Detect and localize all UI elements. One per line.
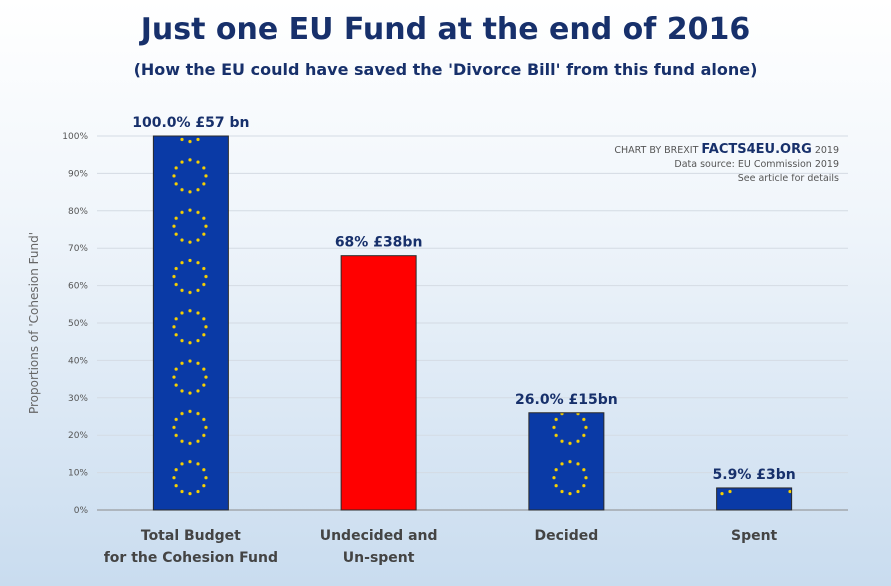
bar-data-label: 26.0% £15bn <box>515 392 618 408</box>
y-tick-label: 60% <box>68 282 88 292</box>
y-tick-label: 0% <box>74 506 89 516</box>
category-label: for the Cohesion Fund <box>104 550 278 566</box>
chart-title: Just one EU Fund at the end of 2016 <box>140 12 751 47</box>
bars <box>152 135 793 511</box>
bar-data-label: 100.0% £57 bn <box>132 115 249 131</box>
y-tick-label: 80% <box>68 207 88 217</box>
credit-year: 2019 <box>814 145 839 156</box>
y-tick-label: 40% <box>68 356 88 366</box>
bar <box>152 135 229 511</box>
bar <box>340 255 417 511</box>
chart-credit: CHART BY BREXIT FACTS4EU.ORG 2019 Data s… <box>614 143 839 186</box>
credit-note: See article for details <box>737 173 839 184</box>
y-axis-label: Proportions of 'Cohesion Fund' <box>27 232 41 414</box>
category-label: Un-spent <box>343 550 415 566</box>
y-tick-label: 90% <box>68 169 88 179</box>
credit-prefix: CHART BY BREXIT <box>614 145 699 156</box>
category-label: Spent <box>731 528 778 544</box>
y-tick-label: 100% <box>62 132 88 142</box>
category-label: Total Budget <box>141 528 241 544</box>
bar <box>528 412 605 511</box>
chart-subtitle: (How the EU could have saved the 'Divorc… <box>133 60 758 79</box>
y-tick-label: 20% <box>68 431 88 441</box>
credit-brand: FACTS4EU.ORG <box>701 142 812 157</box>
y-tick-label: 30% <box>68 394 88 404</box>
y-tick-label: 10% <box>68 469 88 479</box>
bar-data-label: 5.9% £3bn <box>713 467 796 483</box>
gridlines: 0% 10% 20% 30% 40% 50% 60% 70% 80% 90% 100% Proport… <box>27 132 848 516</box>
data-labels: 100.0% £57 bn Total Budget for the Cohesio… <box>104 115 796 566</box>
bar <box>716 487 793 511</box>
credit-source: Data source: EU Commission 2019 <box>674 159 839 170</box>
category-label: Decided <box>534 528 598 544</box>
bar-data-label: 68% £38bn <box>335 235 423 251</box>
category-label: Undecided and <box>320 528 438 544</box>
y-tick-label: 70% <box>68 244 88 254</box>
y-tick-label: 50% <box>68 319 88 329</box>
